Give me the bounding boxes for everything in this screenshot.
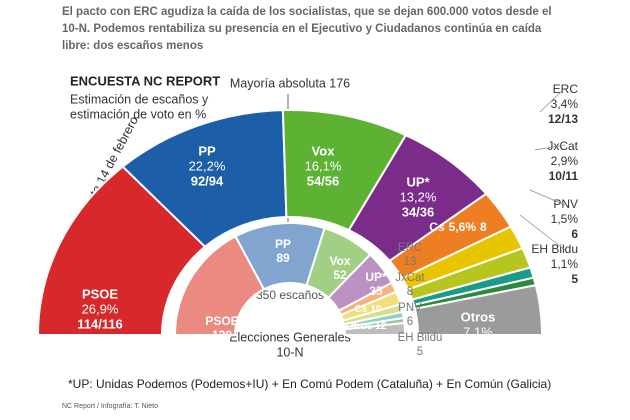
value-label: 13,2% (400, 189, 437, 204)
party-label: Cs 5,6% 8 (429, 220, 487, 234)
party-label: Otros (461, 309, 496, 324)
subtitle: estimación de voto en % (70, 107, 206, 121)
annotation: Mayoría absoluta 176 (230, 76, 350, 90)
party-label: Cs 10 (355, 304, 382, 315)
footer-label: 10-N (276, 345, 303, 359)
cs-label: 5,6% (449, 220, 477, 234)
connector (529, 189, 566, 206)
footnote: *UP: Unidas Podemos (Podemos+IU) + En Co… (68, 377, 551, 391)
value-label: 120 (212, 328, 232, 342)
party-label: Vox (329, 254, 350, 268)
segment (343, 321, 406, 336)
inline-value: 12 (375, 321, 387, 332)
seat-label: 6 (571, 227, 578, 241)
value-label: 1,1% (551, 257, 579, 271)
seat-label: 92/94 (191, 173, 224, 188)
inline-label: Otros (346, 321, 373, 332)
connector (539, 87, 566, 113)
inline-value: 10 (370, 304, 382, 315)
party-label: Otros 12 (346, 321, 387, 332)
subtitle: Estimación de escaños y (70, 92, 209, 106)
value-label: 26,9% (82, 301, 119, 316)
party-label: ERC (398, 242, 422, 254)
credit: NC Report / Infografía: T. Nieto (62, 403, 158, 410)
segment (413, 284, 543, 336)
seat-label: 54/56 (307, 173, 340, 188)
party-label: Vox (312, 143, 336, 158)
center-label: 350 escaños (256, 288, 324, 302)
footer-label: Elecciones Generales (229, 330, 351, 344)
value-label: 5 (417, 346, 423, 358)
seat-label: 114/116 (77, 316, 123, 331)
connector (519, 214, 566, 251)
party-label: UP* (406, 174, 430, 189)
seat-label: 5 (571, 272, 578, 286)
value-label: 3,4% (551, 97, 579, 111)
chart-title: ENCUESTA NC REPORT (70, 73, 220, 88)
cs-label: 8 (480, 220, 487, 234)
party-label: EH Bildu (398, 332, 443, 344)
value-label: 22,2% (189, 158, 226, 173)
value-label: 6 (407, 316, 413, 328)
lead-text: El pacto con ERC agudiza la caída de los… (62, 6, 552, 52)
value-label: 1,5% (551, 212, 579, 226)
party-label: PP (198, 143, 216, 158)
value-label: 2,9% (551, 154, 579, 168)
party-label: PSOE (205, 314, 238, 328)
party-label: PSOE (82, 286, 118, 301)
party-label: UP* (365, 270, 387, 284)
party-label: PNV (553, 197, 578, 211)
party-label: PP (275, 237, 291, 251)
party-label: EH Bildu (531, 242, 578, 256)
seat-label: 11 (471, 339, 485, 354)
value-label: 8 (407, 286, 413, 298)
value-label: 16,1% (305, 158, 342, 173)
value-label: 52 (333, 268, 347, 282)
value-label: 13 (404, 256, 417, 268)
seat-label: 10/11 (549, 169, 579, 183)
seat-label: 34/36 (402, 204, 435, 219)
connector (534, 144, 566, 151)
value-label: 7,1% (463, 324, 493, 339)
party-label: JxCat (547, 139, 578, 153)
value-label: 35 (369, 284, 383, 298)
party-label: ERC (553, 82, 579, 96)
party-label: JxCat (395, 272, 425, 284)
seat-label: 12/13 (548, 112, 578, 126)
inline-label: Cs (355, 304, 368, 315)
party-label: PNV (398, 302, 422, 314)
cs-label: Cs (429, 220, 445, 234)
value-label: 89 (276, 251, 290, 265)
